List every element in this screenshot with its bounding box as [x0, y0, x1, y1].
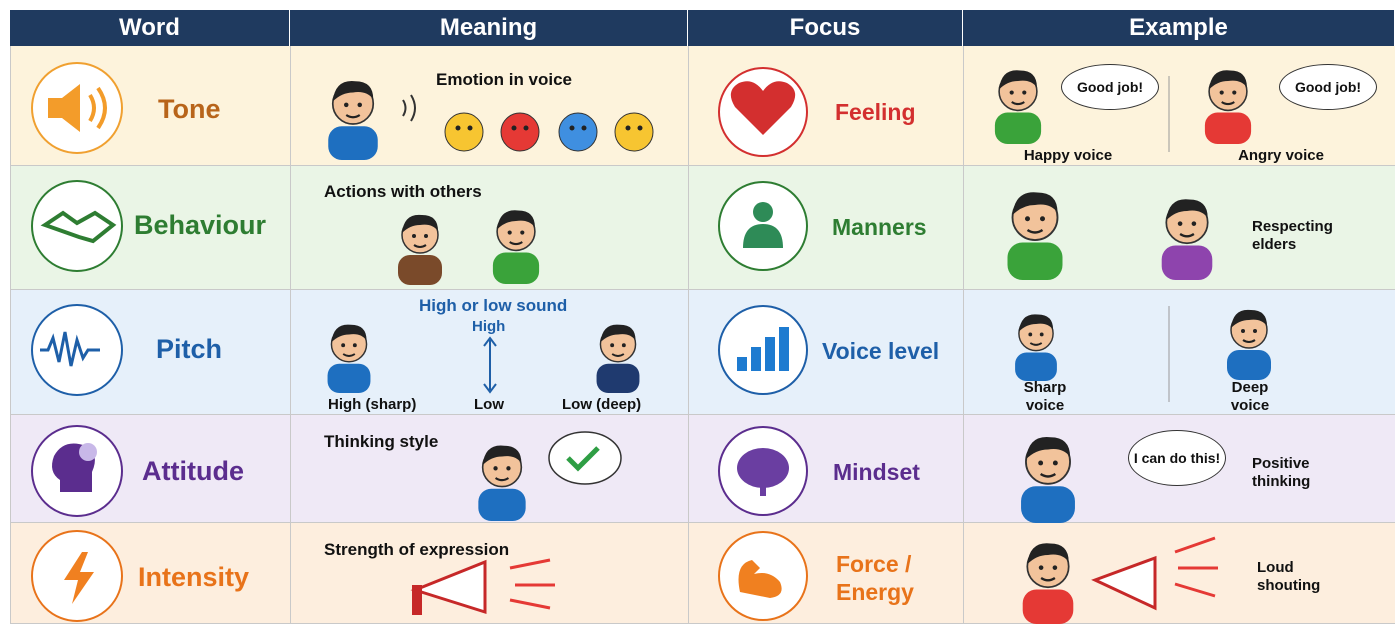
word: Intensity — [138, 562, 250, 592]
word: Tone — [158, 94, 221, 124]
row-bg — [10, 290, 1395, 415]
col-line — [688, 46, 689, 624]
focus: Mindset — [833, 459, 920, 485]
word: Behaviour — [134, 210, 267, 240]
meaning: Actions with others — [324, 182, 482, 201]
caption: Happy voice — [1023, 147, 1113, 164]
word: Attitude — [142, 456, 244, 486]
caption: Loud shouting — [1257, 559, 1321, 594]
speech-bubble: I can do this! — [1128, 430, 1226, 486]
header-cell: Focus — [688, 10, 963, 46]
pitch-label: Low — [474, 396, 504, 413]
caption: Angry voice — [1238, 147, 1324, 164]
speech-bubble: Good job! — [1279, 64, 1377, 110]
pitch-label: Low (deep) — [562, 396, 642, 413]
caption: Sharp voice — [1023, 379, 1067, 414]
meaning: Emotion in voice — [436, 70, 573, 89]
focus: Manners — [832, 214, 927, 240]
meaning: Thinking style — [324, 432, 439, 451]
speech-bubble: Good job! — [1061, 64, 1159, 110]
pitch-label: High (sharp) — [328, 396, 417, 413]
row-bg — [10, 46, 1395, 166]
meaning: High or low sound — [419, 296, 568, 315]
header-cell: Word — [10, 10, 290, 46]
focus: Voice level — [822, 338, 940, 364]
caption: Deep voice — [1230, 379, 1270, 414]
caption: Respecting elders — [1252, 218, 1333, 253]
pitch-label: High — [472, 318, 506, 335]
row-bg — [10, 523, 1395, 624]
word: Pitch — [156, 334, 223, 364]
focus: Feeling — [835, 99, 916, 125]
caption: Positive thinking — [1252, 455, 1311, 490]
header-cell: Meaning — [290, 10, 688, 46]
meaning: Strength of expression — [324, 540, 510, 559]
header-cell: Example — [963, 10, 1395, 46]
col-line — [10, 46, 11, 624]
col-line — [963, 46, 964, 624]
col-line — [290, 46, 291, 624]
focus: Force / Energy — [836, 551, 914, 605]
